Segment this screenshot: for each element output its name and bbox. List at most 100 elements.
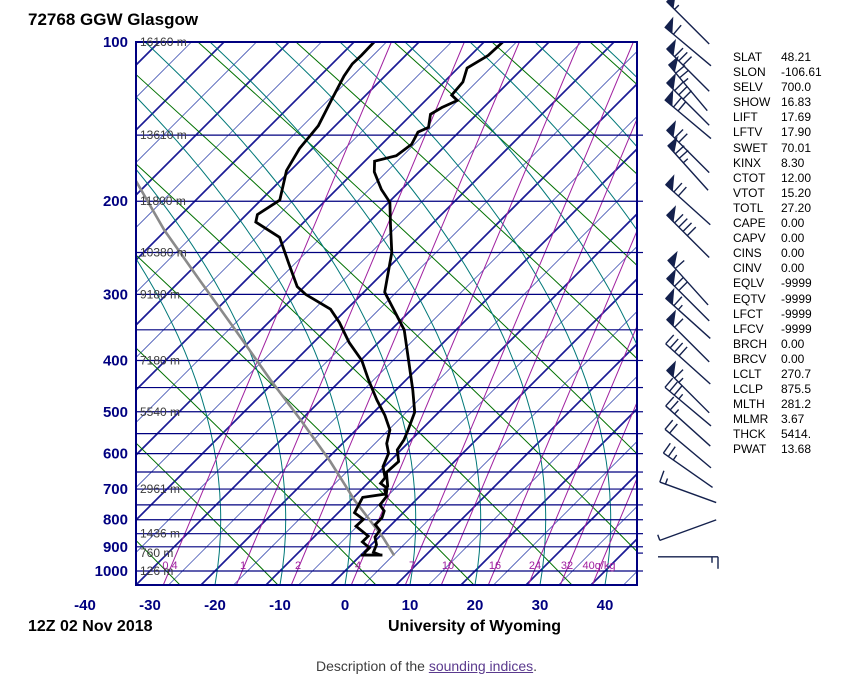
index-value: -9999 (781, 321, 812, 336)
isotherm-line (265, 212, 637, 585)
wind-barb (664, 287, 711, 339)
index-name: SELV (733, 80, 763, 95)
temp-axis-label: 40 (597, 597, 614, 614)
plot-border (135, 41, 638, 586)
index-name: SLON (733, 65, 766, 80)
isotherm-line (168, 115, 637, 585)
sounding-indices-link[interactable]: sounding indices (428, 658, 534, 674)
isotherm-line (136, 42, 582, 489)
dry-adiabat-line (197, 42, 637, 455)
dry-adiabat-line (136, 442, 279, 585)
index-name: LCLP (733, 382, 764, 397)
wind-barb (662, 442, 713, 489)
index-value: 270.7 (781, 366, 812, 381)
dewpoint-trace (254, 42, 392, 556)
isotherm-line (395, 342, 637, 585)
wind-barb (666, 205, 710, 259)
pressure-axis-label: 800 (103, 512, 128, 529)
wind-barb (667, 136, 709, 191)
index-row: CAPE 0.00 (733, 216, 822, 231)
index-row: SELV 700.0 (733, 80, 822, 95)
isotherm-line (136, 42, 485, 392)
mixing-ratio-label: 10 (442, 560, 454, 572)
index-row: MLTH 281.2 (733, 397, 822, 412)
index-name: SLAT (733, 50, 763, 64)
mixing-ratio-line (487, 229, 637, 585)
wind-barb (668, 55, 708, 112)
index-row: MLMR 3.67 (733, 412, 822, 427)
index-row: SLAT 48.21 (733, 50, 822, 65)
temp-axis-label: 10 (402, 597, 419, 614)
mixing-ratio-line (559, 401, 637, 585)
height-label: 126 m (140, 564, 173, 578)
mixing-ratio-label: 32 (561, 560, 573, 572)
index-value: 12.00 (781, 170, 812, 185)
index-row: LFCT -9999 (733, 307, 822, 322)
isotherm-line (136, 42, 192, 99)
sounding-datetime: 12Z 02 Nov 2018 (28, 618, 153, 635)
index-row: PWAT 13.68 (733, 442, 822, 457)
temp-axis-label: -30 (139, 597, 161, 614)
moist-adiabat-line (136, 96, 352, 585)
temp-axis-label: -40 (74, 597, 96, 614)
index-row: BRCV 0.00 (733, 352, 822, 367)
index-name: KINX (733, 155, 762, 170)
index-name: VTOT (733, 185, 765, 200)
isotherm-line (136, 50, 637, 554)
mixing-ratio-line (235, 42, 465, 585)
index-row: SWET 70.01 (733, 141, 822, 156)
isotherm-line (200, 147, 637, 585)
index-value: 0.00 (781, 261, 805, 276)
index-name: MLMR (733, 412, 769, 427)
index-value: 17.69 (781, 110, 812, 125)
index-value: 0.00 (781, 336, 805, 351)
index-name: BRCH (733, 336, 768, 351)
index-value: -9999 (781, 276, 812, 291)
temp-axis-label: 20 (467, 597, 484, 614)
index-name: EQTV (733, 291, 766, 306)
index-row: THCK 5414. (733, 427, 822, 442)
isotherm-line (460, 407, 637, 585)
pressure-axis-label: 700 (103, 481, 128, 498)
index-value: 875.5 (781, 382, 812, 397)
index-name: LIFT (733, 110, 758, 125)
index-row: TOTL 27.20 (733, 201, 822, 216)
description-prefix: Description of the (315, 658, 429, 674)
index-name: SHOW (733, 95, 771, 110)
grid-layer (0, 42, 637, 585)
mixing-ratio-line (591, 477, 637, 585)
isotherm-line (136, 42, 290, 197)
wind-barb (665, 396, 711, 447)
pressure-axis-label: 1000 (95, 563, 128, 580)
index-name: CINS (733, 246, 762, 261)
index-row: LCLT 270.7 (733, 367, 822, 382)
wind-barb (666, 0, 710, 45)
index-row: EQLV -9999 (733, 276, 822, 291)
index-row: LCLP 875.5 (733, 382, 822, 397)
mixing-ratio-label: 40g/kg (582, 560, 615, 572)
wind-barb (667, 250, 709, 306)
index-row: LFTV 17.90 (733, 125, 822, 140)
index-value: 0.00 (781, 216, 805, 231)
wind-barb (664, 89, 712, 140)
index-name: CINV (733, 261, 762, 276)
index-value: 16.83 (781, 95, 812, 110)
mixing-ratio-label: 24 (529, 560, 541, 572)
index-name: LFTV (733, 125, 763, 140)
temp-axis-label: -20 (204, 597, 226, 614)
temp-axis-label: 0 (341, 597, 349, 614)
index-row: CAPV 0.00 (733, 231, 822, 246)
mixing-ratio-line (162, 42, 392, 585)
isotherm-line (0, 42, 127, 585)
index-value: -106.61 (781, 65, 822, 80)
index-row: CTOT 12.00 (733, 171, 822, 186)
wind-barb (664, 174, 711, 226)
mixing-ratio-line (440, 117, 637, 585)
isotherm-line (525, 472, 637, 585)
description-line: Description of the sounding indices. (0, 658, 853, 674)
height-label: 16160 m (140, 35, 187, 49)
wind-barb (666, 360, 710, 414)
index-value: 8.30 (781, 155, 805, 170)
wind-barb (666, 72, 710, 126)
